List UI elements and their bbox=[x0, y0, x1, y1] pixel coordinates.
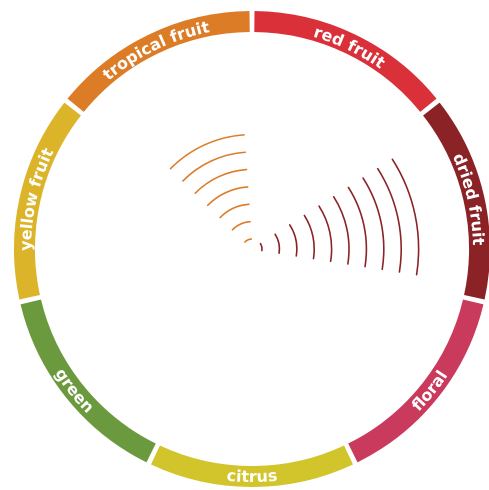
segment-dried-fruit bbox=[423, 102, 489, 300]
value-ring-tropical-fruit bbox=[219, 203, 250, 219]
value-ring-dried-fruit bbox=[259, 242, 263, 252]
segment-label-citrus: citrus bbox=[226, 466, 278, 486]
segment-label-yellow-fruit: yellow fruit bbox=[16, 145, 58, 251]
segment-yellow-fruit bbox=[14, 102, 81, 300]
value-ring-dried-fruit bbox=[347, 186, 368, 268]
value-ring-dried-fruit bbox=[318, 205, 333, 263]
value-ring-tropical-fruit bbox=[206, 186, 249, 207]
value-ring-dried-fruit bbox=[391, 158, 420, 276]
value-ring-tropical-fruit bbox=[194, 168, 248, 194]
value-ring-dried-fruit bbox=[362, 177, 385, 271]
value-ring-tropical-fruit bbox=[244, 238, 253, 243]
segment-tropical-fruit bbox=[67, 11, 250, 113]
value-ring-dried-fruit bbox=[274, 233, 281, 255]
segment-red-fruit bbox=[254, 11, 437, 113]
value-ring-tropical-fruit bbox=[231, 220, 251, 231]
value-ring-dried-fruit bbox=[288, 224, 298, 257]
value-rings bbox=[169, 134, 420, 276]
segment-label-green: green bbox=[51, 365, 98, 417]
segment-label-tropical-fruit: tropical fruit bbox=[99, 17, 212, 84]
value-ring-tropical-fruit bbox=[182, 151, 247, 182]
segment-green bbox=[20, 299, 156, 463]
value-ring-tropical-fruit bbox=[169, 134, 245, 170]
value-ring-dried-fruit bbox=[303, 214, 315, 260]
value-ring-dried-fruit bbox=[376, 167, 402, 273]
value-ring-dried-fruit bbox=[332, 195, 350, 265]
segment-floral bbox=[348, 299, 484, 463]
segment-citrus bbox=[150, 445, 354, 488]
